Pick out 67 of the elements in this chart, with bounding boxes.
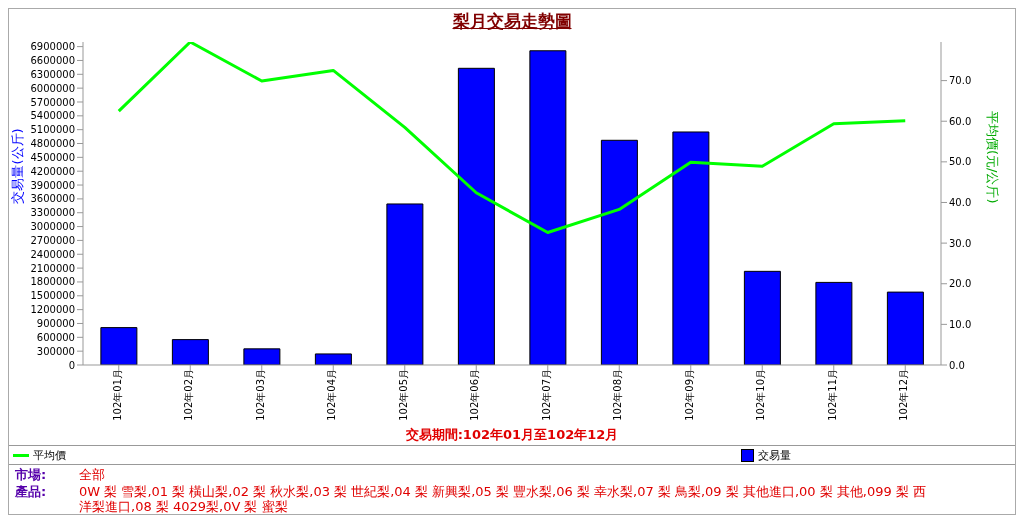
x-tick-label: 102年12月 xyxy=(898,369,910,421)
y-tick-label: 3600000 xyxy=(30,193,75,205)
y-tick-label: 5700000 xyxy=(30,96,75,108)
x-tick-label: 102年06月 xyxy=(469,369,481,421)
y2-tick-label: 70.0 xyxy=(949,75,972,87)
y-tick-label: 6000000 xyxy=(30,82,75,94)
y-tick-label: 300000 xyxy=(36,345,75,357)
y-tick-label: 4200000 xyxy=(30,165,75,177)
x-tick-label: 102年08月 xyxy=(612,369,624,421)
text: 全部 xyxy=(79,467,106,482)
y2-tick-label: 30.0 xyxy=(949,237,972,249)
y-tick-label: 2400000 xyxy=(30,248,75,260)
bar xyxy=(100,327,138,365)
y-tick-label: 1800000 xyxy=(30,276,75,288)
line-series xyxy=(117,42,907,235)
x-tick-label: 102年01月 xyxy=(111,369,123,421)
x-axis-title: 交易期間:102年01月至102年12月 xyxy=(404,427,619,442)
y-axis-title: 交易量(公斤) xyxy=(9,128,25,204)
y-tick-label: 4500000 xyxy=(30,151,75,163)
bar xyxy=(600,139,638,365)
x-tick-label: 102年03月 xyxy=(254,369,266,421)
x-tick-label: 102年07月 xyxy=(540,369,552,421)
y-tick-label: 1200000 xyxy=(30,304,75,316)
text: 產品: xyxy=(15,484,48,501)
x-tick-label: 102年10月 xyxy=(755,369,767,421)
y-tick-label: 4800000 xyxy=(30,138,75,150)
bar xyxy=(815,281,853,365)
y-tick-label: 5100000 xyxy=(30,124,75,136)
bar xyxy=(672,131,710,365)
y-tick-label: 900000 xyxy=(36,318,75,330)
bar xyxy=(314,353,352,365)
y-tick-label: 2700000 xyxy=(30,234,75,246)
y2-tick-label: 40.0 xyxy=(949,197,972,209)
y2-tick-label: 20.0 xyxy=(949,278,972,290)
bar xyxy=(243,348,281,365)
y-tick-label: 1500000 xyxy=(30,290,75,302)
legend-label: 交易量 xyxy=(757,447,791,463)
y-tick-label: 3300000 xyxy=(30,207,75,219)
y2-tick-label: 50.0 xyxy=(949,156,972,168)
y-tick-label: 3000000 xyxy=(30,221,75,233)
bar xyxy=(886,291,924,365)
x-tick-label: 102年02月 xyxy=(183,369,195,421)
x-tick-label: 102年04月 xyxy=(326,369,338,421)
y2-axis-title: 平均價(元/公斤) xyxy=(985,110,1001,204)
bar xyxy=(743,270,781,365)
x-tick-label: 102年11月 xyxy=(826,369,838,421)
bar xyxy=(171,339,209,365)
y-tick-label: 3900000 xyxy=(30,179,75,191)
y-tick-label: 600000 xyxy=(36,331,75,343)
y-tick-label: 6300000 xyxy=(30,68,75,80)
y2-tick-label: 10.0 xyxy=(949,318,972,330)
bar xyxy=(457,67,495,365)
y-tick-label: 6900000 xyxy=(30,41,75,53)
y2-tick-label: 60.0 xyxy=(949,115,972,127)
y-tick-label: 2100000 xyxy=(30,262,75,274)
legend-label: 平均價 xyxy=(33,447,66,463)
y-tick-label: 6600000 xyxy=(30,55,75,67)
y2-tick-label: 0.0 xyxy=(949,359,965,371)
x-tick-label: 102年09月 xyxy=(683,369,695,421)
bar xyxy=(386,203,424,365)
y-tick-label: 0 xyxy=(68,359,75,371)
x-tick-label: 102年05月 xyxy=(397,369,409,421)
y-tick-label: 5400000 xyxy=(30,110,75,122)
text: 0W 梨 雪梨,01 梨 橫山梨,02 梨 秋水梨,03 梨 世紀梨,04 梨 新興梨,05 梨 豐水梨,06 梨 幸水梨,07 梨 鳥梨,09 梨 其他進口,00 梨 其他,099 梨 西洋梨進口,08 梨 4029梨,0V 梨 蜜梨 xyxy=(79,484,928,514)
bar xyxy=(529,50,567,365)
chart-title: 梨月交易走勢圖 xyxy=(451,10,573,33)
text: 市場: xyxy=(15,467,48,482)
